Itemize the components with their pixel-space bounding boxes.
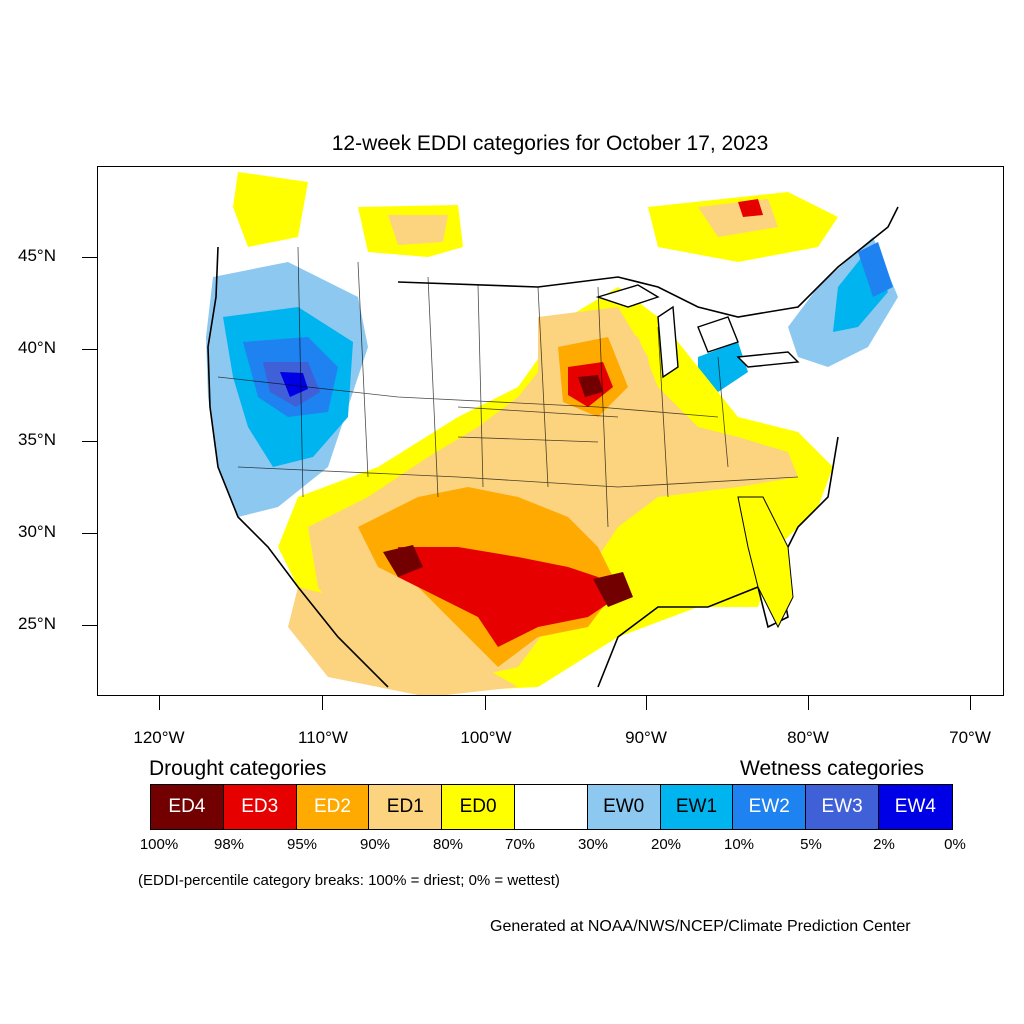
- legend-box-ed3: ED3: [223, 785, 297, 829]
- lon-tick: [970, 696, 971, 710]
- legend-box-ew4: EW4: [878, 785, 952, 829]
- legend-box-ed4: ED4: [151, 785, 224, 829]
- canada-patch-2c: [738, 199, 763, 217]
- eddi-map: [97, 166, 1004, 696]
- legend-box-ed2: ED2: [296, 785, 370, 829]
- percentile-label: 2%: [873, 836, 895, 853]
- florida: [737, 496, 794, 629]
- lat-tick: [82, 625, 97, 626]
- lon-tick: [646, 696, 647, 710]
- ed4-louisiana: [593, 572, 633, 607]
- lat-tick: [82, 349, 97, 350]
- percentile-label: 30%: [577, 836, 609, 853]
- legend-box-ew2: EW2: [733, 785, 807, 829]
- lat-label: 30°N: [18, 522, 56, 541]
- coastline: [207, 206, 899, 688]
- percentile-label: 98%: [213, 836, 245, 853]
- legend-label: ED4: [168, 796, 206, 817]
- lon-tick: [159, 696, 160, 710]
- lat-tick: [82, 441, 97, 442]
- canada-pacific: [233, 172, 308, 247]
- drought-heading: Drought categories: [149, 757, 327, 780]
- map-title: 12-week EDDI categories for October 17, …: [331, 132, 769, 155]
- lat-label: 40°N: [18, 338, 56, 357]
- percentile-label: 90%: [359, 836, 391, 853]
- legend-label: ED0: [459, 796, 497, 817]
- legend-label: EW4: [894, 796, 936, 817]
- wetness-heading: Wetness categories: [740, 757, 925, 780]
- wet-northeast-ew2: [858, 242, 893, 297]
- legend-box-ew1: EW1: [660, 785, 734, 829]
- percentile-label: 5%: [800, 836, 822, 853]
- lat-label: 45°N: [18, 246, 56, 265]
- lon-label: 100°W: [460, 728, 512, 747]
- legend-box-ed0: ED0: [442, 785, 515, 829]
- percentile-label: 100%: [139, 836, 179, 853]
- category-legend: ED4 ED3 ED2 ED1 ED0 EW0 EW1 EW2 EW3 EW4: [150, 784, 953, 830]
- percentile-label: 95%: [286, 836, 318, 853]
- mexico-ed1: [288, 587, 518, 695]
- credit-text: Generated at NOAA/NWS/NCEP/Climate Predi…: [490, 918, 911, 935]
- legend-label: EW0: [603, 796, 645, 817]
- percentile-label: 20%: [650, 836, 682, 853]
- category-note: (EDDI-percentile category breaks: 100% =…: [138, 872, 560, 889]
- canada-patch-1b: [388, 215, 448, 245]
- ed4-newmexico: [383, 545, 423, 577]
- percentile-label: 10%: [723, 836, 755, 853]
- lat-tick: [82, 533, 97, 534]
- lon-tick: [322, 696, 323, 710]
- lon-label: 80°W: [787, 728, 829, 747]
- lat-tick: [82, 257, 97, 258]
- wet-greatlakes: [698, 342, 748, 392]
- lon-label: 90°W: [625, 728, 667, 747]
- lon-tick: [485, 696, 486, 710]
- legend-box-ed1: ED1: [369, 785, 443, 829]
- lat-label: 35°N: [18, 430, 56, 449]
- percentile-label: 0%: [944, 836, 966, 853]
- legend-label: ED2: [314, 796, 351, 817]
- ed3-texas: [398, 547, 618, 647]
- legend-box-ew3: EW3: [806, 785, 879, 829]
- legend-box-neutral: [514, 785, 588, 829]
- lon-label: 70°W: [949, 728, 991, 747]
- percentile-label: 70%: [504, 836, 536, 853]
- great-lakes: [595, 284, 800, 379]
- lon-label: 120°W: [133, 728, 185, 747]
- ed4-iowa: [578, 375, 603, 397]
- state-lines: [217, 246, 799, 528]
- percentile-label: 80%: [432, 836, 464, 853]
- map-canvas: [206, 172, 899, 695]
- legend-label: EW3: [821, 796, 863, 817]
- lon-label: 110°W: [298, 728, 348, 747]
- lat-label: 25°N: [18, 614, 56, 633]
- legend-label: ED3: [241, 796, 279, 817]
- legend-box-ew0: EW0: [587, 785, 661, 829]
- legend-label: EW2: [748, 796, 790, 817]
- lon-tick: [808, 696, 809, 710]
- legend-label: EW1: [675, 796, 718, 817]
- legend-label: ED1: [386, 796, 424, 817]
